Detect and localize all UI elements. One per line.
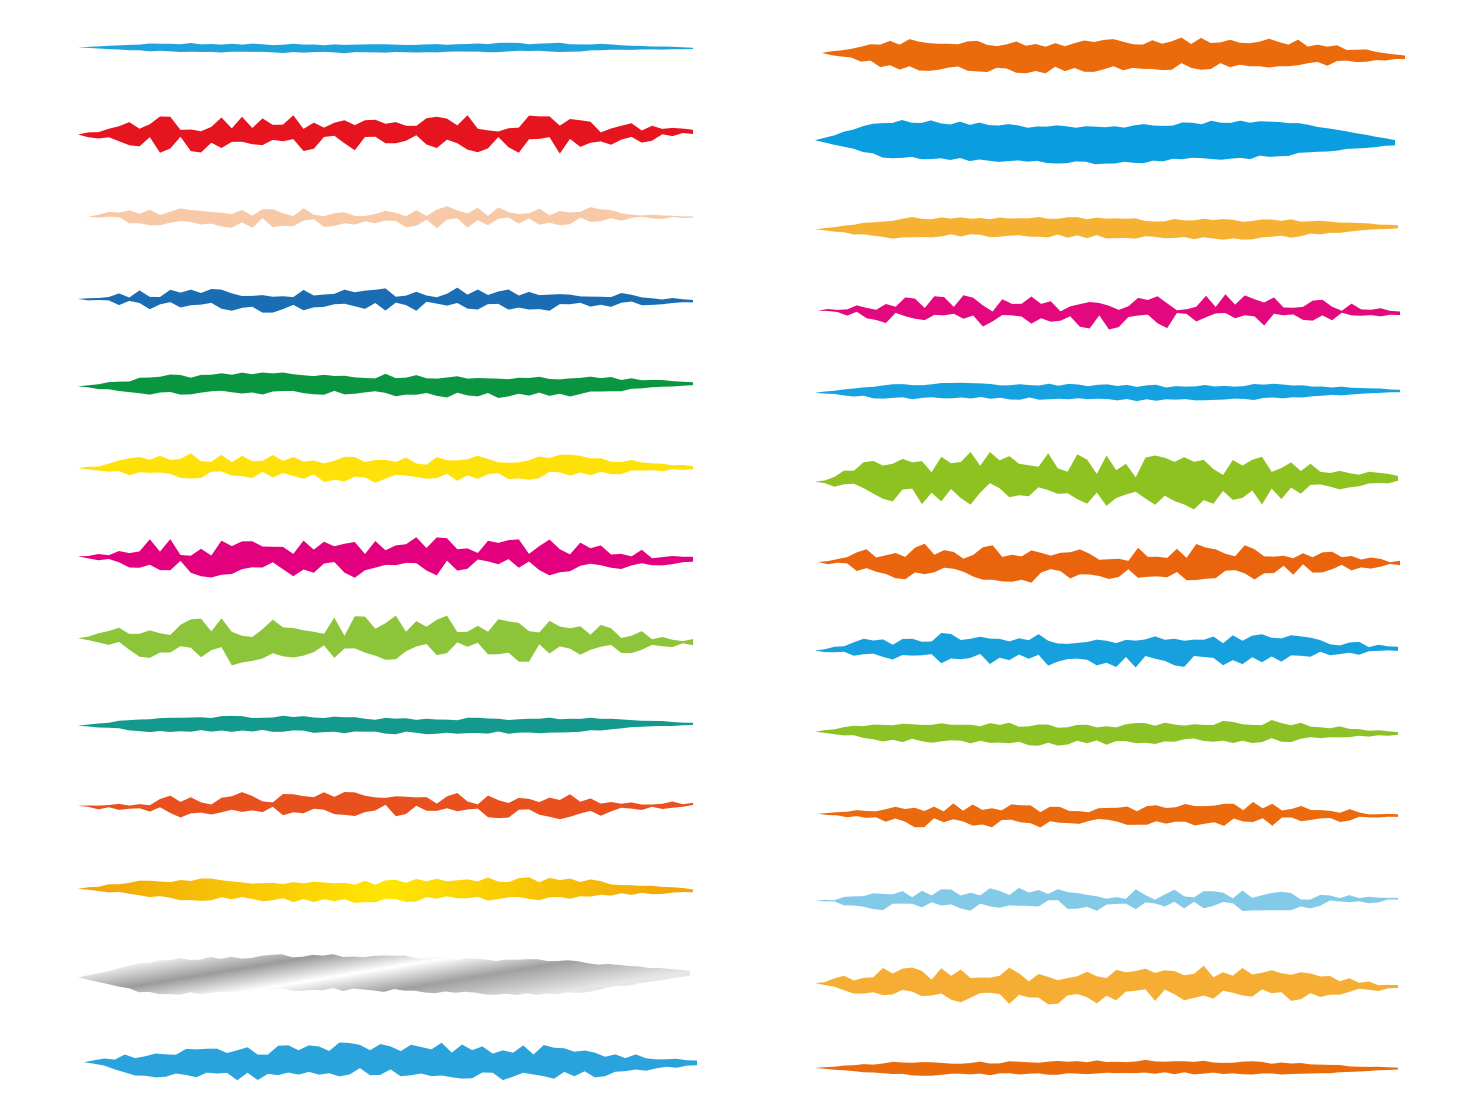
- brush-stroke: [815, 1059, 1398, 1076]
- brush-stroke: [78, 287, 693, 313]
- brush-stroke: [815, 120, 1395, 165]
- brush-stroke: [815, 720, 1398, 746]
- brush-stroke: [818, 294, 1400, 330]
- brush-stroke: [78, 954, 690, 996]
- brush-stroke: [815, 965, 1398, 1005]
- brush-stroke: [78, 42, 693, 54]
- brush-stroke: [84, 1042, 697, 1081]
- brush-stroke: [78, 615, 693, 666]
- brush-stroke: [818, 543, 1400, 583]
- brush-stroke: [815, 452, 1398, 510]
- brush-stroke: [78, 206, 693, 229]
- brush-stroke: [815, 632, 1398, 668]
- brush-stroke: [78, 877, 693, 903]
- brush-stroke: [818, 801, 1398, 828]
- brush-stroke: [78, 115, 693, 154]
- brush-stroke: [815, 887, 1398, 911]
- brush-stroke: [78, 792, 693, 820]
- brush-stroke: [822, 37, 1405, 74]
- brush-stroke: [78, 453, 693, 483]
- brush-stroke: [815, 382, 1400, 402]
- brush-stroke: [78, 715, 693, 735]
- brush-stroke: [78, 372, 693, 398]
- brush-stroke: [78, 537, 693, 578]
- brush-stroke: [815, 217, 1398, 240]
